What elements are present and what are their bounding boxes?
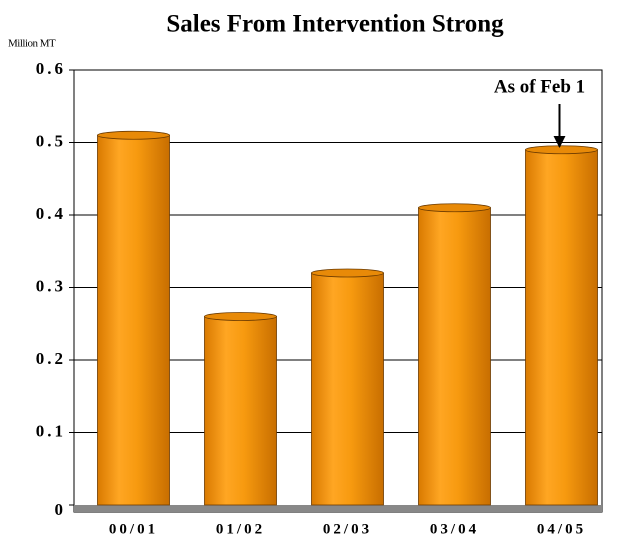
bar-top — [525, 145, 598, 155]
y-tick-label: 0.6 — [36, 59, 66, 78]
floor — [74, 505, 602, 512]
y-tick-label: 0.2 — [36, 349, 66, 368]
x-tick-label: 00/01 — [109, 521, 158, 537]
chart-title: Sales From Intervention Strong — [166, 11, 504, 38]
y-axis-label: Million MT — [8, 38, 56, 50]
y-tick-label: 0 — [55, 500, 67, 519]
y-tick-label: 0.1 — [36, 421, 66, 440]
bar — [418, 207, 491, 506]
x-tick-label: 03/04 — [430, 521, 479, 537]
annotation: As of Feb 1 — [494, 76, 585, 97]
bar-top — [97, 130, 170, 140]
bar — [204, 316, 277, 506]
y-tick-label: 0.4 — [36, 204, 66, 223]
x-tick-label: 02/03 — [323, 521, 372, 537]
bar — [97, 134, 170, 506]
bar-top — [418, 203, 491, 213]
bar-top — [204, 312, 277, 321]
bar — [311, 272, 384, 506]
bar — [525, 149, 598, 506]
y-tick-label: 0.3 — [36, 276, 66, 295]
x-tick-label: 04/05 — [537, 521, 586, 537]
y-tick-label: 0.5 — [36, 131, 66, 150]
bar-top — [311, 268, 384, 278]
x-tick-label: 01/02 — [216, 521, 265, 537]
